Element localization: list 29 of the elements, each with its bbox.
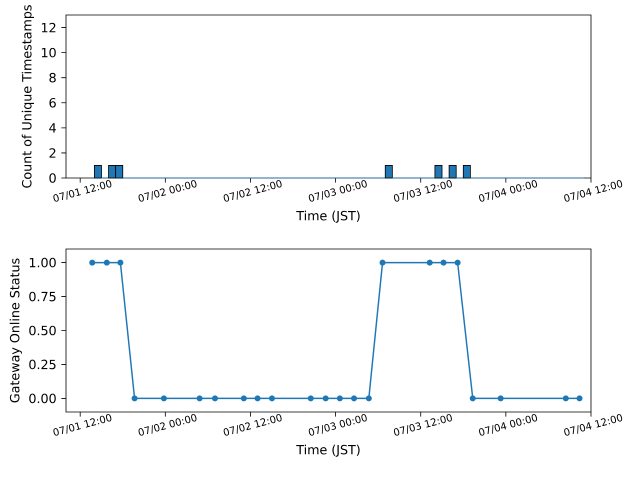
x-tick-label: 07/02 12:00 [224,414,282,436]
x-tick-label: 07/04 00:00 [479,414,538,436]
y-tick-label: 2 [49,148,56,158]
x-axis-title: Time (JST) [296,444,360,457]
x-tick-label: 07/04 12:00 [564,180,622,202]
y-tick-label: 0.00 [29,394,56,404]
y-tick-label: 0 [49,173,56,183]
x-tick-label: 07/02 00:00 [138,180,196,202]
x-tick-label: 07/03 12:00 [394,180,452,202]
x-tick-label: 07/04 12:00 [564,414,622,436]
y-tick-label: 6 [49,98,56,108]
y-tick-label: 12 [42,22,56,32]
y-tick-label: 10 [42,48,56,58]
y-tick-label: 0.75 [29,292,56,302]
x-axis-title: Time (JST) [296,210,360,223]
y-axis-title: Count of Unique Timestamps [22,5,34,188]
x-tick-label: 07/03 00:00 [308,180,367,202]
x-tick-label: 07/02 00:00 [138,414,196,436]
y-tick-label: 8 [49,72,56,82]
x-tick-label: 07/04 00:00 [479,180,538,202]
x-tick-label: 07/03 12:00 [394,414,452,436]
y-tick-label: 0.25 [29,360,56,370]
y-tick-label: 0.50 [29,326,56,336]
x-tick-label: 07/03 00:00 [308,414,367,436]
x-tick-label: 07/01 12:00 [53,414,112,436]
y-tick-label: 1.00 [30,258,56,268]
y-tick-label: 4 [49,123,56,132]
x-tick-label: 07/02 12:00 [224,180,282,202]
y-axis-title: Gateway Online Status [10,258,22,402]
